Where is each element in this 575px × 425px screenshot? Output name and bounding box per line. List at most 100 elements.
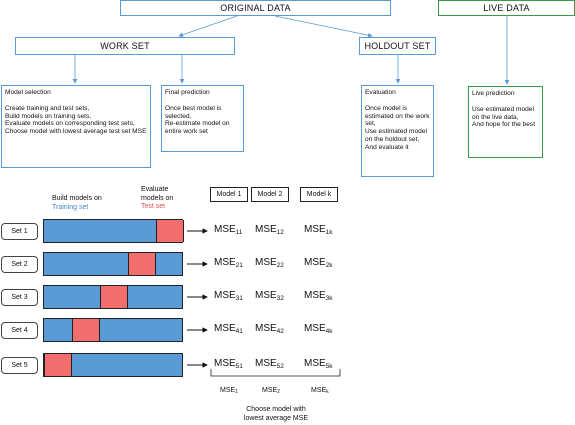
evaluate-models-label: Evaluate models on Test set [141,186,191,212]
average-mse-2-sub: 2 [277,389,280,395]
mse-value: MSE52 [255,358,284,370]
final-prediction-title: Final prediction [165,89,210,96]
training-bar [43,285,183,309]
build-models-text: Build models on [52,195,102,202]
mse-subscript: 22 [276,262,284,269]
holdout-set-box: HOLDOUT SET [359,37,436,55]
mse-value: MSE21 [214,257,243,269]
mse-value: MSE32 [255,290,284,302]
choose-line-2: lowest average MSE [243,414,309,422]
test-fold-segment [156,220,184,242]
set-label: Set 4 [11,327,28,334]
final-prediction-line: Once best model is selected, [165,104,222,120]
test-fold-segment [72,319,100,341]
holdout-set-label: HOLDOUT SET [364,41,431,51]
set-label-box: Set 1 [1,223,38,240]
evaluation-line: And evaluate it [365,143,409,151]
evaluation-line: Use estimated model on the holdout set, [365,128,427,143]
model-selection-title: Model selection [5,89,51,96]
average-mse-k-base: MSE [311,387,327,394]
model-selection-line: Choose model with lowest average test se… [5,128,147,136]
mse-base: MSE [214,358,236,369]
model-2-header: Model 2 [251,187,289,202]
model-selection-box: Model selection Create training and test… [1,85,151,168]
mse-value: MSE5k [304,358,333,370]
mse-base: MSE [214,224,236,235]
original-data-label: ORIGINAL DATA [220,3,291,13]
mse-subscript: 5k [325,363,333,370]
set-label-box: Set 5 [1,357,38,374]
mse-value: MSE31 [214,290,243,302]
mse-subscript: 21 [235,262,243,269]
final-prediction-box: Final prediction Once best model is sele… [161,85,244,152]
mse-value: MSE51 [214,358,243,370]
mse-base: MSE [255,358,277,369]
evaluate-models-text: Evaluate models on [141,186,174,202]
mse-subscript: 4k [325,328,333,335]
test-fold-segment [128,253,156,275]
choose-model-caption: Choose model with lowest average MSE [226,406,326,423]
build-models-label: Build models on Training set [52,195,102,212]
mse-subscript: 2k [325,262,333,269]
set-label-box: Set 2 [1,256,38,273]
work-set-box: WORK SET [15,37,235,55]
work-set-label: WORK SET [100,41,150,51]
training-set-text: Training set [52,203,89,211]
live-data-label: LIVE DATA [483,3,530,13]
model-selection-line: Create training and test sets, [5,104,90,112]
set-label-box: Set 4 [1,322,38,339]
live-data-box: LIVE DATA [438,0,575,16]
mse-base: MSE [304,358,326,369]
mse-base: MSE [304,323,326,334]
mse-base: MSE [255,290,277,301]
mse-subscript: 52 [276,363,284,370]
mse-base: MSE [214,323,236,334]
mse-base: MSE [214,290,236,301]
evaluation-title: Evaluation [365,89,396,96]
evaluation-box: Evaluation Once model is estimated on th… [361,85,434,177]
average-bracket [210,369,341,377]
average-mse-1-base: MSE [220,387,236,394]
mse-subscript: 12 [276,229,284,236]
mse-subscript: 1k [325,229,333,236]
average-mse-1: MSE1 [220,387,238,395]
mse-base: MSE [214,257,236,268]
test-fold-segment [100,286,128,308]
mse-value: MSE2k [304,257,333,269]
mse-subscript: 42 [276,328,284,335]
average-mse-k: MSEk [311,387,329,395]
mse-subscript: 32 [276,295,284,302]
test-fold-segment [44,354,72,376]
set-label: Set 2 [11,261,28,268]
live-prediction-box: Live prediction Use estimated model on t… [468,86,543,158]
test-set-text: Test set [141,203,166,210]
mse-subscript: 31 [235,295,243,302]
live-prediction-line: And hope for the best [472,121,536,129]
training-bar [43,252,183,276]
model-1-label: Model 1 [216,191,242,198]
model-2-label: Model 2 [257,191,283,198]
original-data-box: ORIGINAL DATA [120,0,391,16]
mse-subscript: 3k [325,295,333,302]
average-mse-1-sub: 1 [235,389,238,395]
model-1-header: Model 1 [210,187,248,202]
set-label: Set 5 [11,362,28,369]
set-label: Set 3 [11,294,28,301]
average-mse-k-sub: k [326,389,329,395]
set-label: Set 1 [11,228,28,235]
mse-value: MSE22 [255,257,284,269]
training-bar [43,318,183,342]
model-k-header: Model k [300,187,338,202]
mse-subscript: 41 [235,328,243,335]
mse-base: MSE [255,257,277,268]
mse-base: MSE [304,224,326,235]
training-bar [43,353,183,377]
model-selection-line: Build models on training sets, [5,112,92,120]
mse-base: MSE [255,224,277,235]
arrow-original-to-holdout [274,15,373,38]
live-prediction-title: Live prediction [472,90,515,97]
mse-value: MSE41 [214,323,243,335]
mse-base: MSE [304,290,326,301]
arrow-original-to-workset [178,15,238,37]
